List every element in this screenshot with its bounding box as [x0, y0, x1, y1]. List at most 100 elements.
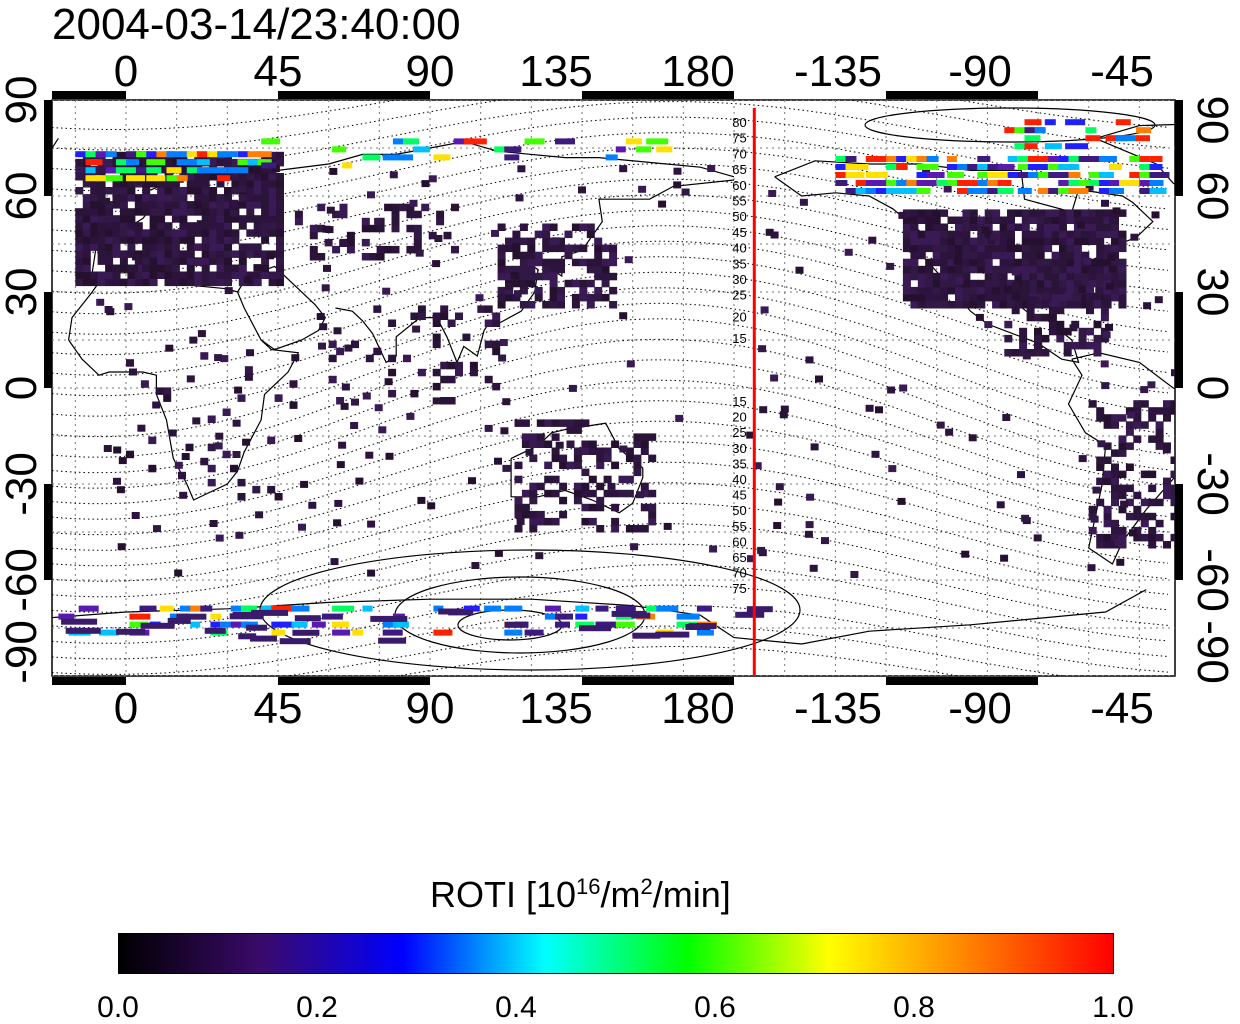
colorbar-title-prefix: ROTI [10	[430, 874, 577, 915]
roti-cell	[1111, 533, 1119, 542]
roti-cell	[97, 236, 106, 244]
roti-cell	[497, 244, 506, 253]
roti-cell	[579, 286, 588, 295]
roti-cell-enhanced	[311, 621, 326, 628]
roti-cell	[594, 293, 603, 302]
roti-cell	[1118, 470, 1127, 479]
roti-cell	[1178, 457, 1186, 465]
x-tick-bot-90: 90	[405, 684, 455, 733]
roti-cell	[1088, 505, 1097, 514]
roti-cell	[521, 419, 530, 427]
roti-cell	[1093, 299, 1102, 308]
roti-cell	[648, 503, 657, 512]
roti-cell	[581, 503, 590, 512]
roti-cell	[910, 272, 919, 281]
roti-cell	[633, 461, 642, 470]
roti-cell	[179, 194, 188, 202]
roti-cell	[164, 236, 173, 244]
roti-cell-enhanced	[99, 629, 119, 636]
roti-cell	[231, 180, 240, 188]
roti-cell	[999, 293, 1008, 302]
roti-cell	[559, 419, 568, 427]
roti-cell	[999, 272, 1008, 281]
roti-cell-enhanced	[1014, 143, 1030, 150]
roti-cell	[962, 272, 971, 281]
roti-cell	[512, 279, 521, 288]
roti-cell	[611, 517, 620, 526]
roti-cell	[148, 464, 157, 473]
roti-cell	[186, 257, 195, 265]
roti-cell-enhanced	[615, 605, 636, 612]
roti-cell	[90, 278, 99, 287]
roti-cell	[1085, 183, 1094, 191]
roti-cell	[209, 201, 218, 209]
roti-cell	[142, 271, 151, 279]
roti-cell	[471, 562, 480, 569]
roti-cell	[1154, 296, 1163, 304]
roti-cell	[134, 278, 143, 287]
roti-cell	[216, 271, 225, 279]
roti-cell	[1118, 244, 1127, 253]
roti-cell	[940, 251, 949, 260]
roti-cell	[1051, 251, 1060, 260]
roti-cell	[149, 271, 158, 279]
roti-cell	[105, 187, 114, 195]
colorbar-tick-1: 0.2	[296, 991, 338, 1024]
roti-cell	[440, 312, 449, 320]
roti-cell	[1021, 286, 1030, 295]
roti-cell	[1103, 230, 1112, 239]
roti-cell	[112, 236, 121, 244]
roti-cell	[1056, 320, 1065, 329]
roti-cell	[505, 293, 513, 302]
roti-cell	[1004, 349, 1013, 357]
roti-cell	[1100, 285, 1109, 294]
roti-cell	[1041, 349, 1050, 357]
roti-cell	[888, 465, 897, 473]
roti-cell	[209, 194, 218, 202]
roti-cell	[1007, 279, 1015, 288]
roti-cell	[289, 401, 298, 409]
roti-cell-enhanced	[1109, 164, 1122, 170]
roti-cell-enhanced	[1068, 172, 1081, 178]
roti-cell	[940, 223, 949, 231]
roti-cell	[1092, 486, 1101, 494]
roti-cell-enhanced	[504, 629, 523, 636]
roti-cell	[1178, 478, 1186, 486]
roti-cell	[421, 203, 430, 212]
roti-cell	[581, 447, 590, 455]
roti-cell	[1096, 533, 1105, 542]
roti-cell	[309, 253, 318, 261]
roti-cell	[1066, 286, 1075, 295]
roti-cell	[1103, 265, 1112, 274]
roti-cell	[1048, 327, 1057, 336]
roti-cell-enhanced	[1034, 127, 1046, 134]
roti-cell	[157, 180, 166, 188]
roti-cell	[514, 510, 523, 519]
roti-cell	[355, 477, 364, 485]
roti-cell	[977, 237, 986, 246]
roti-cell	[149, 201, 158, 209]
roti-cell	[1007, 251, 1015, 260]
roti-cell	[194, 229, 203, 237]
roti-cell-enhanced	[1078, 180, 1094, 186]
roti-cell-enhanced	[946, 164, 962, 170]
roti-cell	[1118, 526, 1127, 535]
roti-cell	[261, 257, 270, 265]
roti-cell	[984, 244, 993, 253]
roti-cell	[112, 243, 121, 251]
roti-cell	[1163, 484, 1171, 493]
roti-cell	[534, 230, 543, 239]
roti-cell	[209, 250, 218, 258]
roti-cell	[432, 368, 441, 377]
roti-cell	[962, 265, 971, 274]
roti-cell	[1118, 491, 1127, 500]
roti-cell	[1041, 334, 1050, 343]
roti-cell	[209, 187, 218, 195]
roti-cell	[230, 464, 238, 473]
roti-cell	[809, 564, 818, 572]
roti-cell-enhanced	[115, 159, 129, 166]
roti-cell	[544, 419, 553, 427]
roti-cell	[200, 352, 209, 360]
roti-cell-enhanced	[136, 167, 157, 174]
roti-cell	[1048, 313, 1057, 322]
